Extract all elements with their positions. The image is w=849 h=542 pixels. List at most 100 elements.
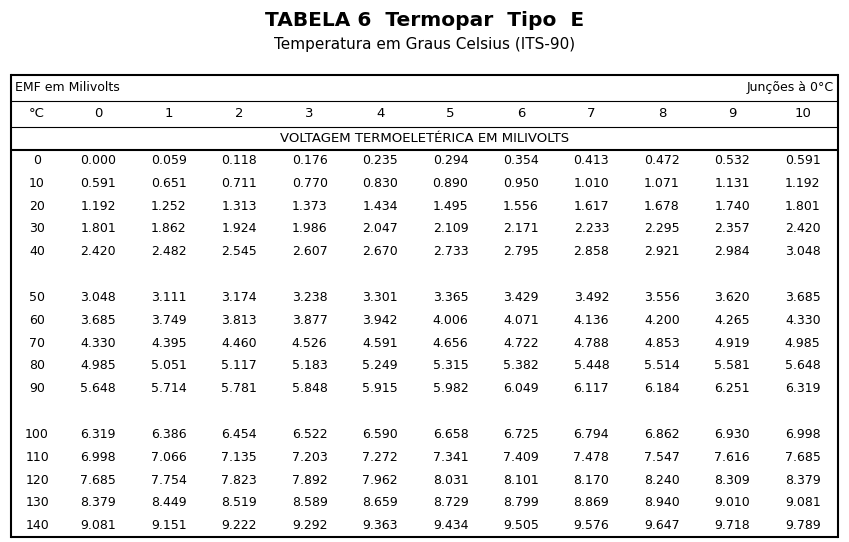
Text: EMF em Milivolts: EMF em Milivolts [15,81,120,94]
Text: 2.733: 2.733 [433,245,469,258]
Text: 1.010: 1.010 [574,177,610,190]
Text: 1.131: 1.131 [715,177,750,190]
Text: 2.357: 2.357 [714,222,751,235]
Text: 9.081: 9.081 [784,496,821,509]
Text: 3.877: 3.877 [292,314,328,327]
Text: 7.135: 7.135 [222,451,257,464]
Text: 8.240: 8.240 [644,474,680,487]
Text: 0.532: 0.532 [714,154,751,167]
Text: °C: °C [29,107,45,120]
Text: 2.858: 2.858 [573,245,610,258]
Text: 8.729: 8.729 [433,496,469,509]
Text: 0: 0 [33,154,41,167]
Text: 40: 40 [29,245,45,258]
Text: 7.962: 7.962 [363,474,398,487]
Text: 4.330: 4.330 [81,337,116,350]
Text: 1.862: 1.862 [151,222,187,235]
Text: 8.309: 8.309 [714,474,751,487]
Text: 6.117: 6.117 [574,382,610,395]
Text: 4.006: 4.006 [433,314,469,327]
Text: 4.985: 4.985 [81,359,116,372]
Text: 1.373: 1.373 [292,199,328,212]
Text: 4.395: 4.395 [151,337,187,350]
Text: 4.853: 4.853 [644,337,680,350]
Text: 8.101: 8.101 [503,474,539,487]
Text: 5.183: 5.183 [292,359,328,372]
Text: 80: 80 [29,359,45,372]
Text: 2.984: 2.984 [715,245,751,258]
Text: 7.547: 7.547 [644,451,680,464]
Text: 1.192: 1.192 [81,199,116,212]
Text: 3.111: 3.111 [151,291,187,304]
Text: 0.890: 0.890 [433,177,469,190]
Text: 5.514: 5.514 [644,359,680,372]
Text: 5: 5 [447,107,455,120]
Text: 5.051: 5.051 [151,359,187,372]
Text: 4.919: 4.919 [715,337,750,350]
Text: 8.869: 8.869 [574,496,610,509]
Text: 9.363: 9.363 [363,519,398,532]
Text: 10: 10 [795,107,811,120]
Text: 2.670: 2.670 [363,245,398,258]
Text: 5.249: 5.249 [363,359,398,372]
Text: 1.071: 1.071 [644,177,680,190]
Text: 6: 6 [517,107,526,120]
Text: 6.998: 6.998 [81,451,116,464]
Text: 8.659: 8.659 [363,496,398,509]
Text: 0.711: 0.711 [222,177,257,190]
Text: 3.492: 3.492 [574,291,610,304]
Text: 110: 110 [25,451,49,464]
Text: TABELA 6  Termopar  Tipo  E: TABELA 6 Termopar Tipo E [265,11,584,30]
Text: 140: 140 [25,519,49,532]
Text: 7.685: 7.685 [784,451,821,464]
Text: 7.066: 7.066 [151,451,187,464]
Text: 5.648: 5.648 [784,359,821,372]
Text: 7.203: 7.203 [292,451,328,464]
Text: 2.233: 2.233 [574,222,610,235]
Text: 1.986: 1.986 [292,222,328,235]
Text: 7.409: 7.409 [503,451,539,464]
Text: 1.924: 1.924 [222,222,257,235]
Text: 1.801: 1.801 [784,199,821,212]
Text: 3.942: 3.942 [363,314,398,327]
Text: 6.590: 6.590 [363,428,398,441]
Text: 9.081: 9.081 [81,519,116,532]
Text: 0.770: 0.770 [292,177,328,190]
Text: 1.495: 1.495 [433,199,469,212]
Text: 9.576: 9.576 [574,519,610,532]
Text: 1.740: 1.740 [714,199,751,212]
Text: 7.272: 7.272 [363,451,398,464]
Text: 120: 120 [25,474,49,487]
Text: 0.591: 0.591 [81,177,116,190]
Text: 8: 8 [658,107,666,120]
Text: 6.862: 6.862 [644,428,680,441]
Text: 9.789: 9.789 [784,519,821,532]
Text: 1.678: 1.678 [644,199,680,212]
Text: 1.192: 1.192 [785,177,820,190]
Text: 6.319: 6.319 [785,382,820,395]
Text: 3.556: 3.556 [644,291,680,304]
Text: Temperatura em Graus Celsius (ITS-90): Temperatura em Graus Celsius (ITS-90) [274,37,575,52]
Text: 6.184: 6.184 [644,382,680,395]
Text: 9.292: 9.292 [292,519,328,532]
Text: 60: 60 [29,314,45,327]
Text: Junções à 0°C: Junções à 0°C [746,81,834,94]
Text: 4.722: 4.722 [503,337,539,350]
Text: 0.950: 0.950 [503,177,539,190]
Text: 4.460: 4.460 [222,337,257,350]
Text: 8.589: 8.589 [292,496,328,509]
Text: 0.118: 0.118 [222,154,257,167]
Text: 0.176: 0.176 [292,154,328,167]
Text: 6.251: 6.251 [715,382,751,395]
Text: 1.252: 1.252 [151,199,187,212]
Text: 3.048: 3.048 [81,291,116,304]
Text: 3.620: 3.620 [715,291,751,304]
Text: 4.330: 4.330 [785,314,820,327]
Text: 4.656: 4.656 [433,337,469,350]
Text: 9.434: 9.434 [433,519,469,532]
Text: 9: 9 [728,107,736,120]
Text: 6.386: 6.386 [151,428,187,441]
Text: 9.505: 9.505 [503,519,539,532]
Text: 8.449: 8.449 [151,496,187,509]
Text: 0.294: 0.294 [433,154,469,167]
